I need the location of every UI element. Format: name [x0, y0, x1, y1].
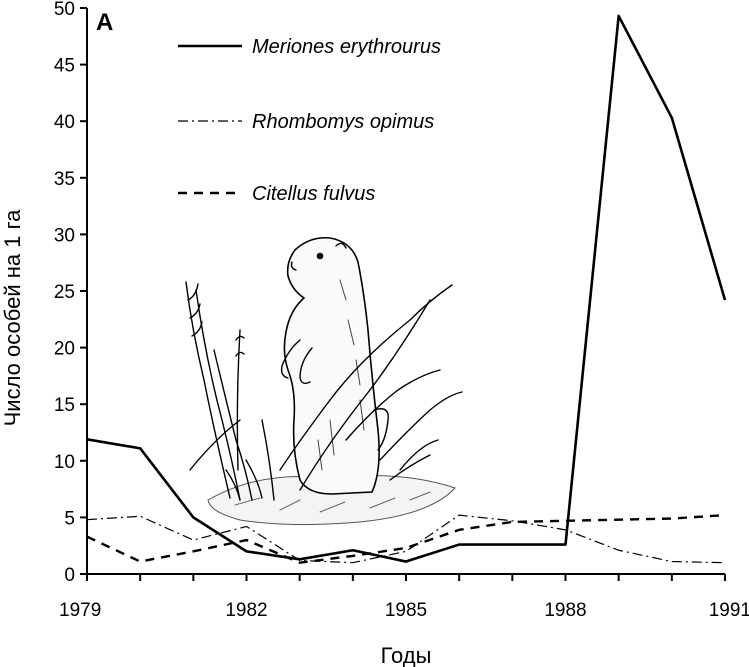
x-tick-label: 1988	[544, 600, 586, 621]
x-tick-label: 1979	[59, 600, 101, 621]
y-tick-label: 30	[54, 225, 75, 246]
y-tick-label: 5	[64, 508, 75, 529]
series-line-meriones	[86, 14, 727, 563]
legend-label-citellus: Citellus fulvus	[252, 183, 375, 205]
x-tick-label: 1985	[385, 600, 427, 621]
x-tick-label: 1982	[225, 600, 267, 621]
y-tick-label: 40	[54, 112, 75, 133]
y-axis-title: Число особей на 1 га	[0, 209, 25, 426]
series-line-citellus	[86, 513, 726, 564]
y-tick-label: 10	[54, 452, 75, 473]
legend-label-rhombomys: Rhombomys opimus	[252, 111, 434, 133]
y-tick-label: 15	[54, 395, 75, 416]
y-tick-label: 25	[54, 282, 75, 303]
y-tick-label: 35	[54, 169, 75, 190]
legend-label-meriones: Meriones erythrourus	[252, 36, 441, 58]
legend: Meriones erythrourus Rhombomys opimus Ci…	[178, 36, 441, 205]
series-layer	[86, 14, 727, 564]
series-line-rhombomys	[86, 514, 726, 564]
y-tick-label: 20	[54, 339, 75, 360]
x-axis-title: Годы	[381, 643, 432, 667]
y-tick-label: 45	[54, 56, 75, 77]
y-tick-label: 50	[54, 0, 75, 20]
panel-label: A	[96, 9, 113, 36]
y-ticks: 0 5 10 15 20 25 30 35 40 45 50	[54, 0, 87, 586]
ground-squirrel-icon	[185, 236, 463, 526]
y-tick-label: 0	[64, 565, 75, 586]
x-ticks: 1979 1982 1985 1988 1991	[59, 574, 749, 621]
x-tick-label: 1991	[709, 600, 749, 621]
